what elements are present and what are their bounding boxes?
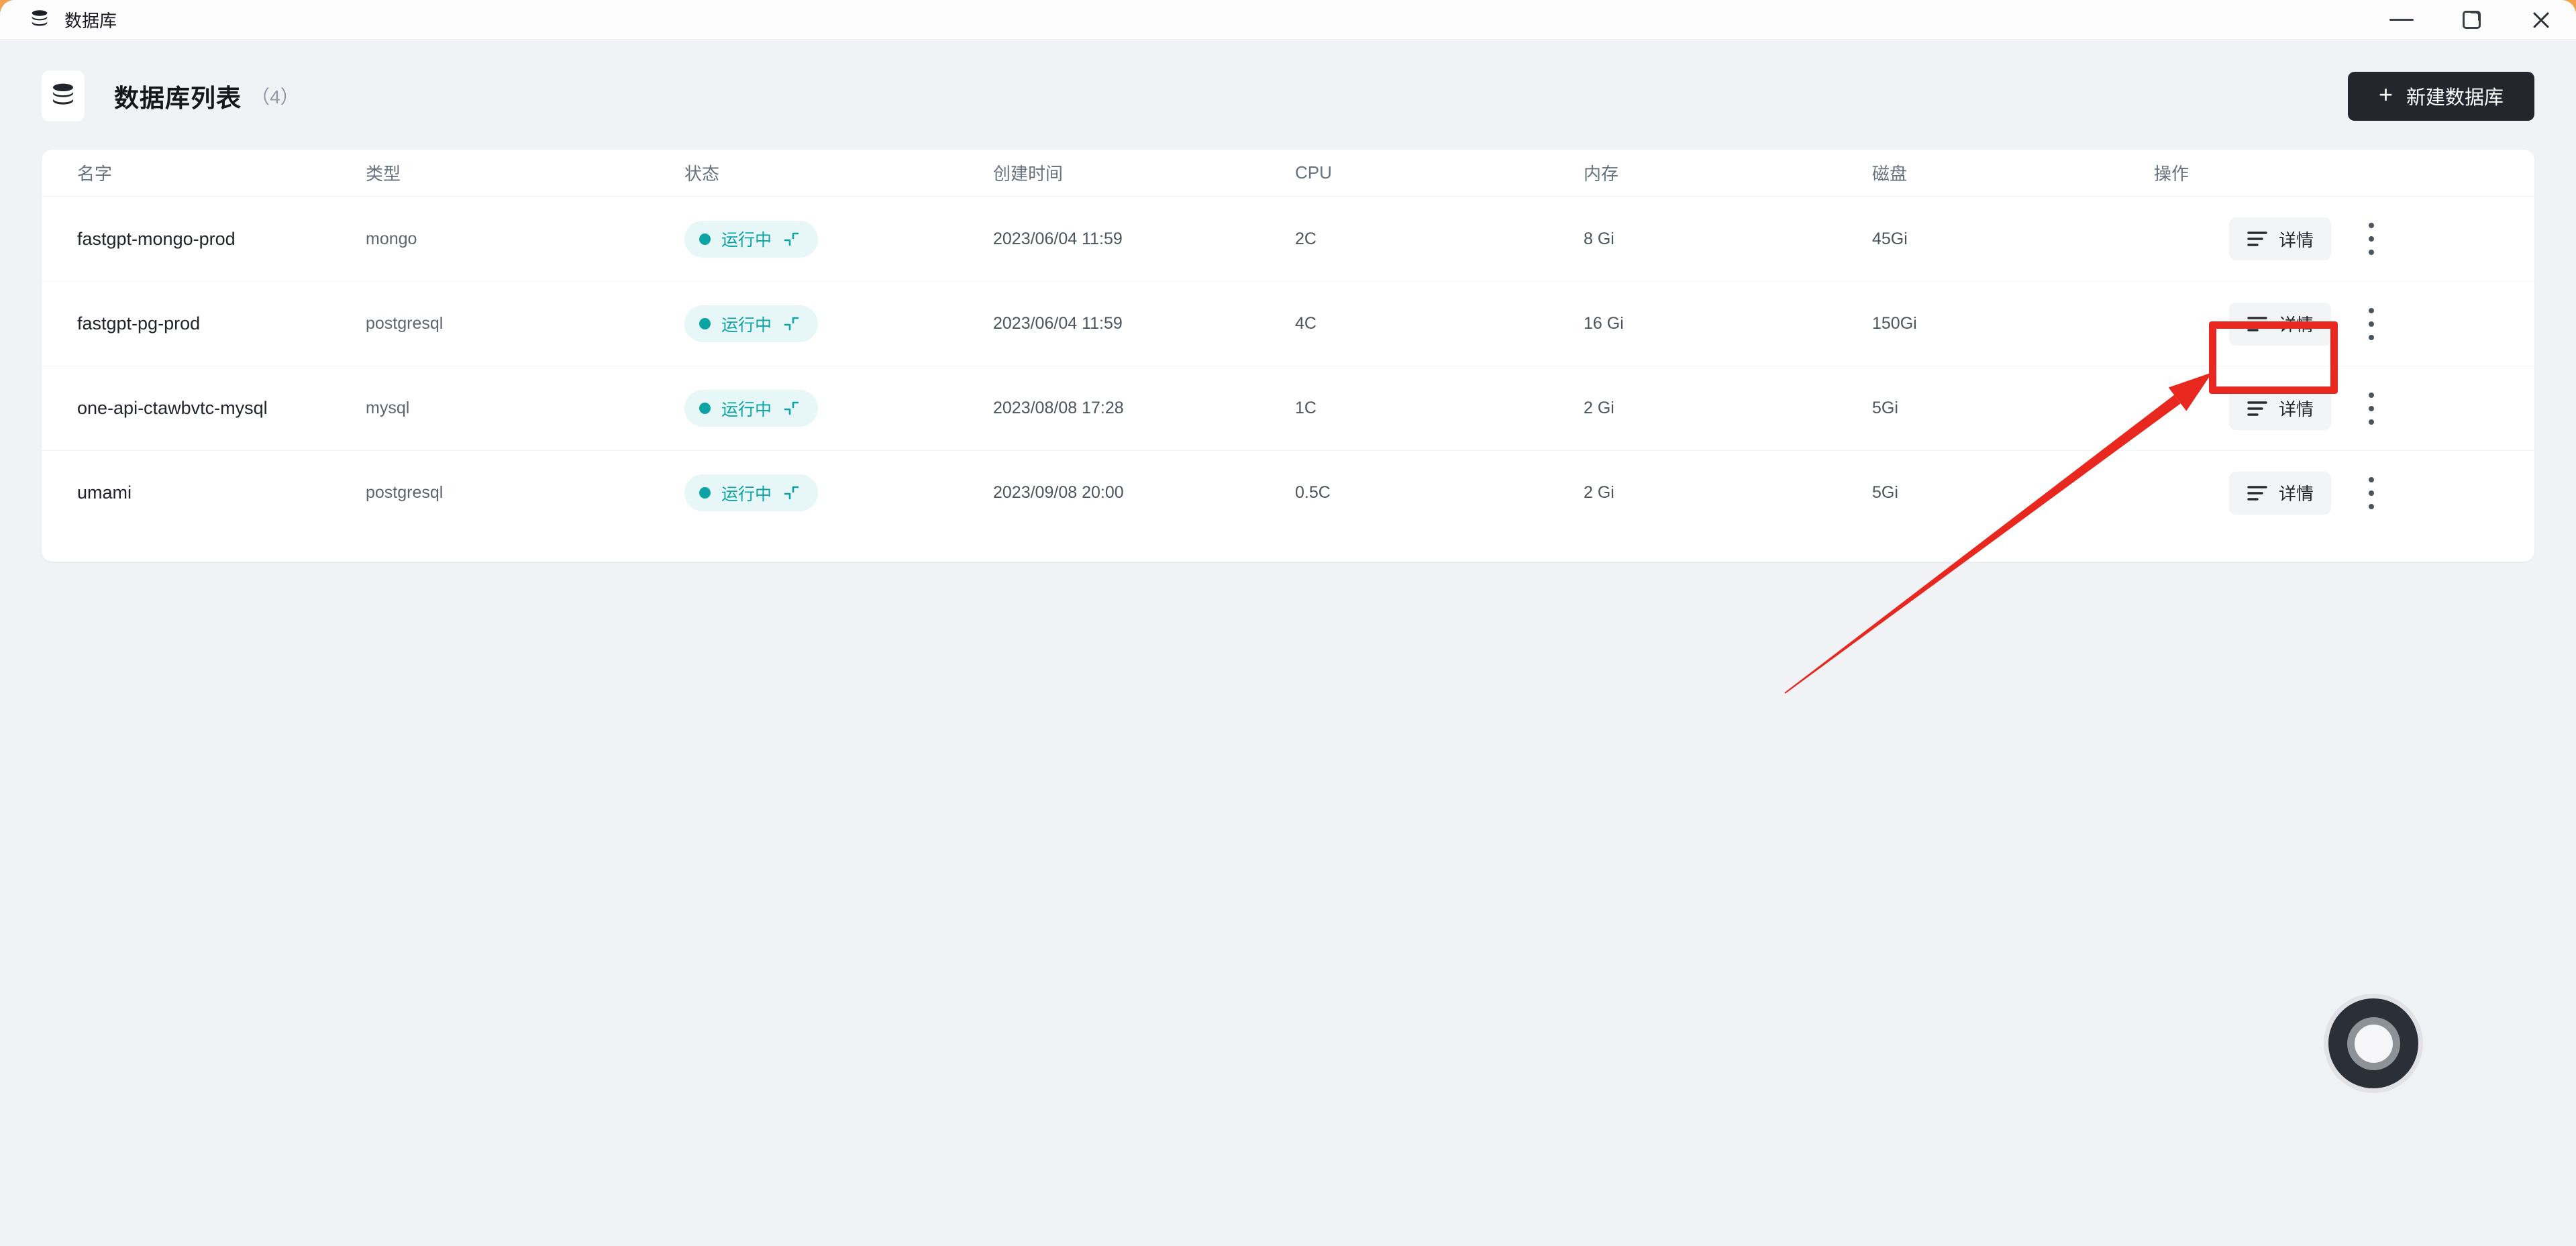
create-database-label: 新建数据库 <box>2406 87 2504 109</box>
column-header-disk: 磁盘 <box>1872 164 1908 184</box>
corner-brackets-icon <box>784 486 799 500</box>
list-lines-icon <box>2247 316 2267 331</box>
status-label: 运行中 <box>721 231 772 250</box>
column-header-created: 创建时间 <box>993 164 1064 184</box>
db-type: mongo <box>366 229 417 248</box>
db-disk: 150Gi <box>1872 314 1917 333</box>
detail-button[interactable]: 详情 <box>2229 386 2332 430</box>
detail-button[interactable]: 详情 <box>2229 217 2332 260</box>
database-table: 名字 类型 状态 创建时间 CPU 内存 磁盘 操作 fastgpt-mongo… <box>42 150 2534 562</box>
app-icon-tile <box>42 70 85 121</box>
db-type: mysql <box>366 399 410 417</box>
close-icon <box>2533 12 2549 28</box>
db-memory: 2 Gi <box>1584 399 1614 417</box>
table-header-row: 名字 类型 状态 创建时间 CPU 内存 磁盘 操作 <box>42 150 2534 197</box>
table-row[interactable]: umami postgresql 运行中 2023/09/08 20:00 0.… <box>42 450 2534 535</box>
db-created-time: 2023/06/04 11:59 <box>993 314 1123 333</box>
db-cpu: 2C <box>1295 229 1317 248</box>
minimize-icon <box>2389 19 2414 21</box>
status-badge: 运行中 <box>684 390 819 427</box>
page-title: 数据库列表 <box>114 85 242 112</box>
detail-button-label: 详情 <box>2279 399 2314 419</box>
restore-icon <box>2463 10 2481 29</box>
database-icon <box>53 83 73 105</box>
db-memory: 2 Gi <box>1584 483 1614 502</box>
db-created-time: 2023/09/08 20:00 <box>993 483 1124 502</box>
create-database-button[interactable]: + 新建数据库 <box>2347 71 2534 121</box>
kebab-menu-icon[interactable] <box>2362 470 2381 516</box>
detail-button-label: 详情 <box>2279 229 2314 250</box>
db-disk: 5Gi <box>1872 399 1898 417</box>
kebab-menu-icon[interactable] <box>2362 386 2381 431</box>
database-icon <box>32 10 48 26</box>
kebab-menu-icon[interactable] <box>2362 216 2381 262</box>
db-type: postgresql <box>366 483 444 502</box>
db-memory: 16 Gi <box>1584 314 1624 333</box>
status-badge: 运行中 <box>684 220 819 258</box>
status-dot-icon <box>699 318 711 329</box>
db-cpu: 0.5C <box>1295 483 1331 502</box>
db-count: （4） <box>251 87 299 107</box>
db-disk: 5Gi <box>1872 483 1898 502</box>
detail-button[interactable]: 详情 <box>2229 471 2332 515</box>
restore-button[interactable] <box>2436 0 2506 40</box>
window-title: 数据库 <box>64 10 117 31</box>
detail-button[interactable]: 详情 <box>2229 302 2332 346</box>
list-lines-icon <box>2247 485 2267 501</box>
db-cpu: 4C <box>1295 314 1317 333</box>
status-badge: 运行中 <box>684 474 819 511</box>
minimize-button[interactable] <box>2367 0 2436 40</box>
kebab-menu-icon[interactable] <box>2362 301 2381 347</box>
column-header-memory: 内存 <box>1584 164 1619 184</box>
title-bar: 数据库 <box>0 0 2576 40</box>
db-cpu: 1C <box>1295 399 1317 417</box>
status-badge: 运行中 <box>684 305 819 342</box>
db-name: one-api-ctawbvtc-mysql <box>77 398 268 418</box>
detail-button-label: 详情 <box>2279 315 2314 335</box>
corner-brackets-icon <box>784 317 799 331</box>
status-label: 运行中 <box>721 484 772 504</box>
status-label: 运行中 <box>721 315 772 335</box>
db-type: postgresql <box>366 314 444 333</box>
table-body: fastgpt-mongo-prod mongo 运行中 2023/06/04 … <box>42 197 2534 535</box>
db-name: fastgpt-mongo-prod <box>77 228 236 249</box>
list-lines-icon <box>2247 401 2267 416</box>
status-dot-icon <box>699 487 711 499</box>
column-header-actions: 操作 <box>2154 164 2189 184</box>
db-created-time: 2023/06/04 11:59 <box>993 229 1123 248</box>
plus-icon: + <box>2378 81 2393 108</box>
status-dot-icon <box>699 403 711 414</box>
table-row[interactable]: fastgpt-pg-prod postgresql 运行中 2023/06/0… <box>42 281 2534 366</box>
corner-brackets-icon <box>784 232 799 246</box>
close-button[interactable] <box>2506 0 2576 40</box>
db-name: umami <box>77 482 132 503</box>
column-header-type: 类型 <box>366 164 401 184</box>
page-header: 数据库列表 （4） + 新建数据库 <box>42 70 2534 121</box>
detail-button-label: 详情 <box>2279 484 2314 504</box>
column-header-name: 名字 <box>77 164 113 184</box>
table-row[interactable]: one-api-ctawbvtc-mysql mysql 运行中 2023/08… <box>42 366 2534 450</box>
db-disk: 45Gi <box>1872 229 1908 248</box>
db-created-time: 2023/08/08 17:28 <box>993 399 1124 417</box>
db-name: fastgpt-pg-prod <box>77 313 201 333</box>
cursor-indicator <box>2328 998 2418 1088</box>
column-header-status: 状态 <box>684 164 720 184</box>
db-memory: 8 Gi <box>1584 229 1614 248</box>
window-controls <box>2367 0 2576 40</box>
list-lines-icon <box>2247 231 2267 246</box>
status-dot-icon <box>699 233 711 245</box>
status-label: 运行中 <box>721 400 772 419</box>
table-row[interactable]: fastgpt-mongo-prod mongo 运行中 2023/06/04 … <box>42 197 2534 281</box>
corner-brackets-icon <box>784 401 799 415</box>
column-header-cpu: CPU <box>1295 162 1332 183</box>
